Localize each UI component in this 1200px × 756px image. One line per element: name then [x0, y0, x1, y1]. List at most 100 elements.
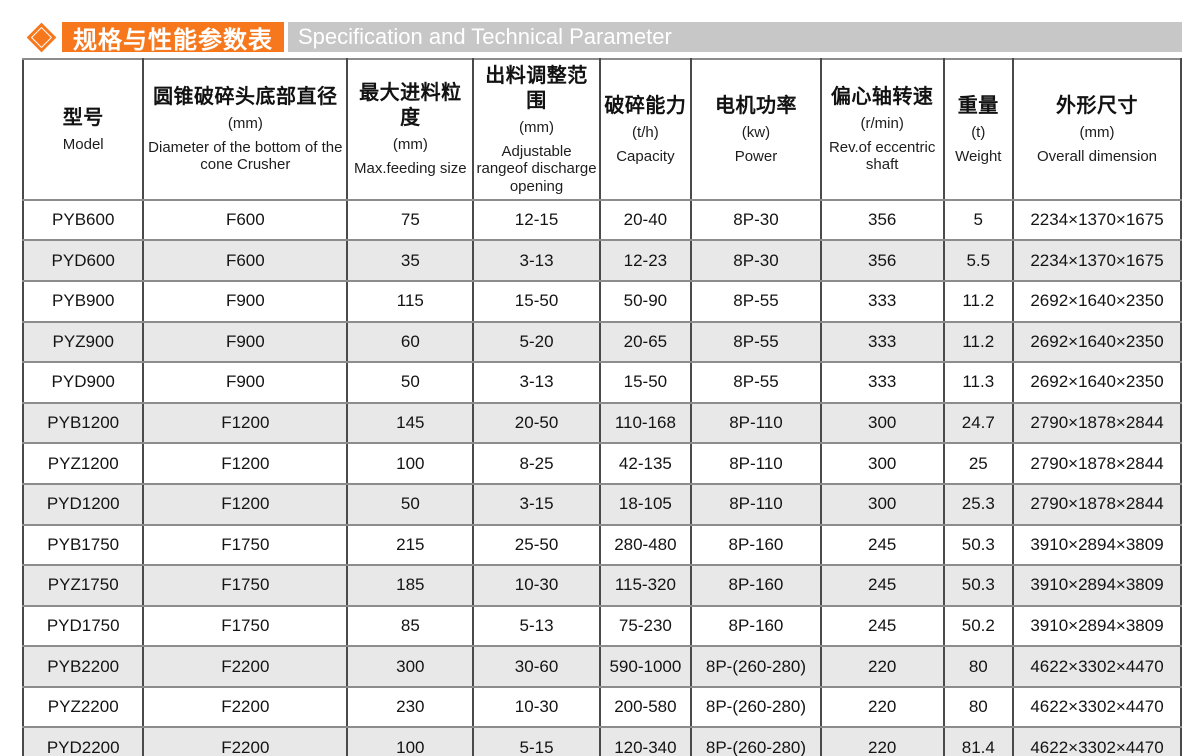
col-header-8: 外形尺寸 (mm) Overall dimension: [1012, 58, 1182, 201]
col-header-zh: 型号: [62, 106, 104, 129]
col-header-7: 重量 (t) Weight: [942, 58, 1015, 201]
col-header-zh: 偏心轴转速: [830, 86, 934, 109]
value-cell: 2692×1640×2350: [1012, 320, 1182, 364]
value-cell: 8P-(260-280): [690, 726, 822, 756]
value-cell: 50.3: [942, 523, 1015, 567]
table-row: PYZ900 F900 60 5-20 20-65 8P-55 333 11.2 2692×16…: [21, 320, 1182, 364]
col-header-en: Power: [734, 147, 778, 165]
value-cell: 75: [346, 198, 475, 242]
value-cell: 3910×2894×3809: [1012, 564, 1182, 607]
model-cell: PYZ1750: [21, 564, 145, 607]
col-header-5: 电机功率 (kw) Power: [690, 58, 822, 201]
value-cell: 333: [819, 361, 945, 404]
value-cell: F2200: [142, 685, 349, 729]
model-cell: PYD1200: [21, 482, 145, 526]
value-cell: 145: [346, 401, 475, 445]
col-header-zh: 圆锥破碎头底部直径: [153, 86, 338, 109]
value-cell: 8P-110: [690, 482, 822, 526]
col-header-en: Overall dimension: [1036, 147, 1158, 165]
value-cell: 30-60: [472, 645, 601, 688]
model-cell: PYB600: [21, 198, 145, 242]
value-cell: 2692×1640×2350: [1012, 361, 1182, 404]
model-cell: PYD600: [21, 239, 145, 282]
value-cell: F2200: [142, 726, 349, 756]
value-cell: 12-23: [598, 239, 693, 282]
value-cell: 220: [819, 685, 945, 729]
value-cell: F1200: [142, 442, 349, 485]
value-cell: 20-50: [472, 401, 601, 445]
value-cell: 5: [942, 198, 1015, 242]
value-cell: 2790×1878×2844: [1012, 442, 1182, 485]
col-header-en: Rev.of eccentric shaft: [828, 139, 936, 174]
value-cell: F600: [142, 239, 349, 282]
value-cell: 8P-160: [690, 564, 822, 607]
col-header-en: Max.feeding size: [354, 160, 467, 178]
col-header-2: 最大进料粒度 (mm) Max.feeding size: [346, 58, 475, 201]
value-cell: 4622×3302×4470: [1012, 645, 1182, 688]
value-cell: 8P-160: [690, 604, 822, 648]
value-cell: 8P-(260-280): [690, 645, 822, 688]
value-cell: 24.7: [942, 401, 1015, 445]
table-row: PYZ1200 F1200 100 8-25 42-135 8P-110 300 25 2790…: [21, 442, 1182, 485]
col-header-zh: 最大进料粒度: [359, 82, 462, 130]
col-header-1: 圆锥破碎头底部直径 (mm) Diameter of the bottom of t…: [142, 58, 349, 201]
table-row: PYB2200 F2200 300 30-60 590-1000 8P-(260-280)…: [21, 645, 1182, 688]
value-cell: 4622×3302×4470: [1012, 726, 1182, 756]
value-cell: 60: [346, 320, 475, 364]
model-cell: PYB1750: [21, 523, 145, 567]
model-cell: PYB900: [21, 279, 145, 323]
value-cell: 280-480: [598, 523, 693, 567]
value-cell: 12-15: [472, 198, 601, 242]
col-header-en: Diameter of the bottom of the cone Crush…: [148, 139, 343, 174]
table-row: PYD1200 F1200 50 3-15 18-105 8P-110 300 25.3 279…: [21, 482, 1182, 526]
table-row: PYD600 F600 35 3-13 12-23 8P-30 356 5.5 2234×137…: [21, 239, 1182, 282]
value-cell: 333: [819, 279, 945, 323]
col-header-unit: (mm): [519, 119, 555, 136]
value-cell: F600: [142, 198, 349, 242]
value-cell: F1200: [142, 401, 349, 445]
value-cell: 2234×1370×1675: [1012, 198, 1182, 242]
table-row: PYD2200 F2200 100 5-15 120-340 8P-(260-280) 22…: [21, 726, 1182, 756]
value-cell: F900: [142, 320, 349, 364]
value-cell: 11.2: [942, 320, 1015, 364]
value-cell: 8P-110: [690, 442, 822, 485]
section-header: 规格与性能参数表 Specification and Technical Par…: [20, 22, 1182, 54]
value-cell: 8P-(260-280): [690, 685, 822, 729]
model-cell: PYD900: [21, 361, 145, 404]
value-cell: 81.4: [942, 726, 1015, 756]
value-cell: 20-40: [598, 198, 693, 242]
section-title-zh: 规格与性能参数表: [62, 22, 284, 54]
value-cell: 11.3: [942, 361, 1015, 404]
table-header-row: 型号 Model 圆锥破碎头底部直径 (mm) Diameter of the bott…: [21, 58, 1182, 201]
table-row: PYD900 F900 50 3-13 15-50 8P-55 333 11.3 2692×16…: [21, 361, 1182, 404]
table-row: PYB1200 F1200 145 20-50 110-168 8P-110 300 24.7…: [21, 401, 1182, 445]
value-cell: 75-230: [598, 604, 693, 648]
value-cell: 25-50: [472, 523, 601, 567]
model-cell: PYZ2200: [21, 685, 145, 729]
value-cell: 245: [819, 604, 945, 648]
section-title-en: Specification and Technical Parameter: [288, 22, 1182, 52]
value-cell: 300: [819, 442, 945, 485]
model-cell: PYZ1200: [21, 442, 145, 485]
value-cell: 333: [819, 320, 945, 364]
col-header-unit: (kw): [741, 123, 771, 141]
col-header-en: Weight: [955, 147, 1002, 165]
value-cell: 3-15: [472, 482, 601, 526]
value-cell: 3910×2894×3809: [1012, 604, 1182, 648]
col-header-zh: 出料调整范围: [485, 65, 588, 112]
table-row: PYZ1750 F1750 185 10-30 115-320 8P-160 245 50.3…: [21, 564, 1182, 607]
value-cell: F900: [142, 361, 349, 404]
value-cell: 220: [819, 726, 945, 756]
value-cell: 300: [819, 482, 945, 526]
value-cell: 50-90: [598, 279, 693, 323]
value-cell: 80: [942, 645, 1015, 688]
col-header-unit: (r/min): [860, 115, 904, 133]
value-cell: 3-13: [472, 239, 601, 282]
value-cell: 115-320: [598, 564, 693, 607]
col-header-zh: 破碎能力: [604, 94, 687, 117]
value-cell: 185: [346, 564, 475, 607]
diamond-icon-fill: [31, 27, 51, 47]
value-cell: 220: [819, 645, 945, 688]
model-cell: PYZ900: [21, 320, 145, 364]
value-cell: 8P-55: [690, 320, 822, 364]
